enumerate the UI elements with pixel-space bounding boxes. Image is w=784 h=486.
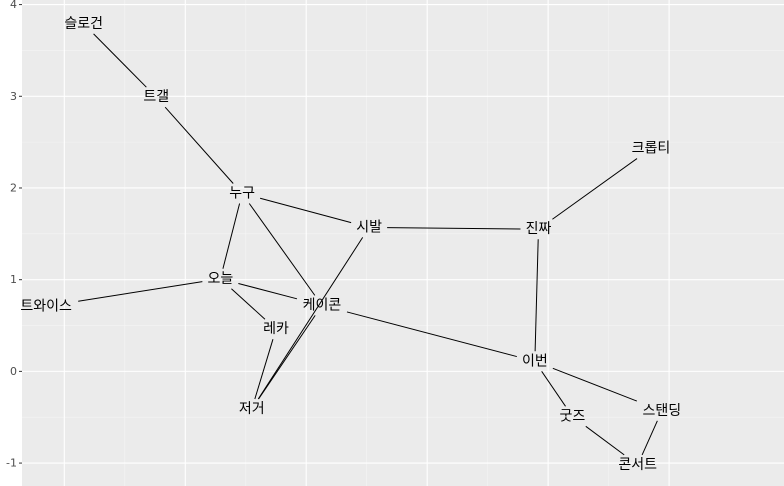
node-label-nugu: 누구 [229, 185, 255, 201]
edge-gutjeu-concert [585, 425, 625, 456]
node-label-keicon: 케이콘 [303, 297, 342, 313]
edge-nugu-keicon [248, 203, 316, 296]
node-label-standing: 스탠딩 [643, 403, 682, 419]
y-tick-label: 1 [10, 273, 17, 286]
y-axis: -1 0 1 2 3 4 [6, 0, 22, 470]
edge-slogan-tgael [93, 33, 147, 88]
y-tick-label: -1 [6, 457, 17, 470]
node-label-krotti: 크롭티 [632, 141, 671, 157]
edge-nugu-sibal [260, 197, 352, 224]
node-label-twice: 트와이스 [20, 298, 72, 314]
edge-reka-jeoge [254, 339, 274, 400]
edge-ibeon-standing [552, 367, 638, 402]
edge-sibal-jeoge [257, 237, 364, 400]
node-label-jinjja: 진짜 [526, 221, 552, 237]
node-label-reka: 레카 [263, 321, 289, 337]
y-tick-label: 2 [10, 181, 17, 194]
edge-oneul-twice [78, 281, 203, 302]
grid-lines [22, 0, 784, 486]
y-tick-label: 0 [10, 365, 17, 378]
node-label-ibeon: 이번 [522, 353, 548, 369]
node-label-tgael: 트갤 [143, 89, 169, 105]
edge-tgael-nugu [164, 106, 234, 184]
edge-jinjja-ibeon [534, 239, 539, 352]
node-label-jeoge: 저거 [239, 401, 265, 417]
edge-nugu-oneul [222, 203, 241, 269]
node-label-sibal: 시발 [356, 219, 382, 235]
edge-keicon-ibeon [346, 311, 517, 358]
node-label-gutjeu: 굿즈 [559, 408, 585, 424]
edge-sibal-jinjja [387, 227, 521, 230]
edge-ibeon-gutjeu [541, 371, 566, 407]
edge-standing-concert [641, 420, 658, 456]
edge-oneul-keicon [238, 282, 298, 300]
edge-lines [78, 33, 658, 456]
edge-oneul-reka [231, 288, 266, 320]
node-label-concert: 콘서트 [618, 457, 657, 473]
node-label-slogan: 슬로건 [64, 16, 103, 32]
edge-jinjja-krotti [552, 158, 638, 220]
y-tick-label: 3 [10, 90, 17, 103]
node-label-oneul: 오늘 [207, 271, 233, 287]
plot-panel [22, 0, 784, 486]
edge-keicon-jeoge [258, 315, 316, 400]
y-tick-label: 4 [10, 0, 17, 11]
